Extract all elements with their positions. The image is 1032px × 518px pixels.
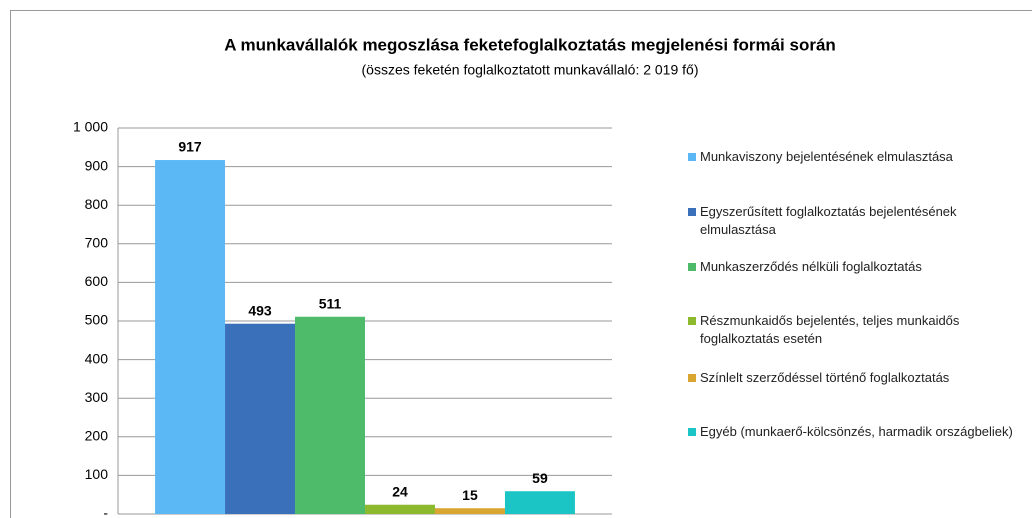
bar — [504, 491, 575, 514]
legend-item: Munkaviszony bejelentésének elmulasztása — [688, 148, 1028, 166]
y-tick-label: 900 — [85, 157, 109, 173]
data-label: 15 — [462, 487, 478, 503]
bar — [155, 160, 226, 514]
y-tick-label: 800 — [85, 196, 109, 212]
legend-swatch — [688, 263, 696, 271]
legend-label: Színlelt szerződéssel történő foglalkozt… — [700, 370, 950, 385]
y-tick-label: 200 — [85, 428, 109, 444]
data-label: 917 — [178, 139, 202, 155]
legend-item: Részmunkaidős bejelentés, teljes munkaid… — [688, 312, 1028, 348]
legend-label: Egyéb (munkaerő-kölcsönzés, harmadik ors… — [700, 424, 1013, 439]
legend-item: Egyéb (munkaerő-kölcsönzés, harmadik ors… — [688, 423, 1028, 441]
y-tick-label: - — [103, 505, 108, 518]
bar — [225, 323, 296, 514]
legend-swatch — [688, 428, 696, 436]
bar — [295, 316, 365, 514]
legend-label: Részmunkaidős bejelentés, teljes munkaid… — [700, 313, 960, 346]
data-label: 59 — [532, 470, 548, 486]
legend-item: Színlelt szerződéssel történő foglalkozt… — [688, 369, 1028, 387]
y-tick-label: 100 — [85, 466, 109, 482]
legend-label: Egyszerűsített foglalkoztatás bejelentés… — [700, 204, 957, 237]
chart-frame — [10, 10, 1032, 518]
y-tick-label: 500 — [85, 312, 109, 328]
y-tick-label: 300 — [85, 389, 109, 405]
legend-swatch — [688, 153, 696, 161]
legend-item: Munkaszerződés nélküli foglalkoztatás — [688, 258, 1028, 276]
chart-subtitle: (összes feketén foglalkoztatott munkavál… — [362, 62, 699, 78]
data-label: 493 — [248, 302, 272, 318]
y-tick-label: 400 — [85, 350, 109, 366]
legend-label: Munkaviszony bejelentésének elmulasztása — [700, 149, 953, 164]
data-label: 24 — [392, 483, 408, 499]
bar — [365, 504, 435, 514]
legend-swatch — [688, 208, 696, 216]
y-tick-label: 600 — [85, 273, 109, 289]
y-tick-label: 1 000 — [73, 119, 108, 135]
bar — [434, 508, 505, 514]
chart-title: A munkavállalók megoszlása feketefoglalk… — [224, 35, 836, 54]
legend-swatch — [688, 374, 696, 382]
legend-label: Munkaszerződés nélküli foglalkoztatás — [700, 259, 922, 274]
y-tick-label: 700 — [85, 235, 109, 251]
data-label: 511 — [319, 295, 342, 311]
legend-swatch — [688, 317, 696, 325]
legend-item: Egyszerűsített foglalkoztatás bejelentés… — [688, 203, 1028, 239]
